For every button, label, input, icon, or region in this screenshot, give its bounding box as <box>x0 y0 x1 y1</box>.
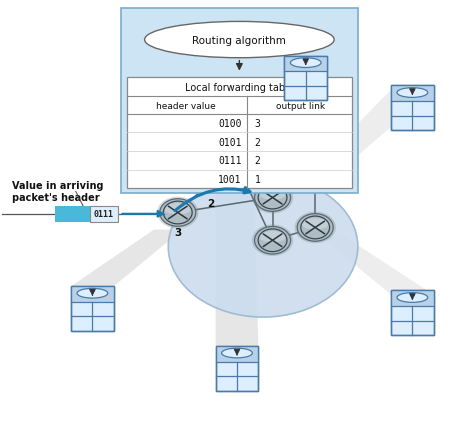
Ellipse shape <box>255 184 291 212</box>
Ellipse shape <box>297 214 333 242</box>
Bar <box>127 78 352 189</box>
Polygon shape <box>71 230 182 286</box>
Ellipse shape <box>222 348 252 358</box>
Text: 1: 1 <box>255 174 260 184</box>
Text: 0111: 0111 <box>94 210 114 219</box>
Bar <box>284 56 327 72</box>
Ellipse shape <box>164 204 191 215</box>
Polygon shape <box>130 179 348 194</box>
Ellipse shape <box>145 22 334 59</box>
Bar <box>55 206 91 222</box>
Text: 2: 2 <box>255 156 260 166</box>
Bar <box>71 286 114 331</box>
Bar <box>391 86 434 102</box>
Text: 1001: 1001 <box>218 174 242 184</box>
Text: Value in arriving
packet's header: Value in arriving packet's header <box>12 181 103 203</box>
Ellipse shape <box>397 89 428 98</box>
Bar <box>391 86 434 131</box>
Bar <box>216 346 258 391</box>
Ellipse shape <box>294 212 336 244</box>
Ellipse shape <box>214 144 255 176</box>
Polygon shape <box>220 57 327 194</box>
Ellipse shape <box>221 150 248 162</box>
Text: 2: 2 <box>255 137 260 147</box>
Bar <box>391 291 434 336</box>
Bar <box>71 286 114 302</box>
Ellipse shape <box>294 161 336 193</box>
Ellipse shape <box>301 219 329 230</box>
Ellipse shape <box>259 231 286 243</box>
Bar <box>391 86 434 131</box>
Ellipse shape <box>252 182 293 214</box>
Ellipse shape <box>397 293 428 302</box>
Ellipse shape <box>252 225 293 256</box>
Polygon shape <box>320 236 434 295</box>
Bar <box>391 291 434 306</box>
Text: 3: 3 <box>174 227 182 237</box>
Text: 0101: 0101 <box>218 137 242 147</box>
Ellipse shape <box>291 59 321 68</box>
Text: 0100: 0100 <box>218 119 242 129</box>
Ellipse shape <box>160 199 196 227</box>
Ellipse shape <box>301 167 329 179</box>
Bar <box>121 9 358 194</box>
Ellipse shape <box>217 146 253 173</box>
Text: 2: 2 <box>207 198 215 208</box>
Bar <box>284 57 327 101</box>
Text: output link: output link <box>276 101 325 110</box>
Bar <box>216 346 258 391</box>
Text: Local forwarding table: Local forwarding table <box>185 83 294 92</box>
Text: 3: 3 <box>255 119 260 129</box>
Bar <box>71 286 114 331</box>
Text: 1: 1 <box>193 169 201 179</box>
Ellipse shape <box>168 177 358 317</box>
Polygon shape <box>216 168 258 346</box>
Ellipse shape <box>157 197 199 229</box>
Ellipse shape <box>255 227 291 254</box>
Ellipse shape <box>77 289 108 298</box>
Text: header value: header value <box>156 101 216 110</box>
Text: Routing algorithm: Routing algorithm <box>192 35 286 46</box>
Text: 0111: 0111 <box>218 156 242 166</box>
Bar <box>391 291 434 336</box>
Bar <box>90 206 118 222</box>
Ellipse shape <box>297 163 333 190</box>
Bar <box>216 346 258 362</box>
Bar <box>284 57 327 101</box>
Ellipse shape <box>259 189 286 200</box>
Polygon shape <box>310 91 434 173</box>
